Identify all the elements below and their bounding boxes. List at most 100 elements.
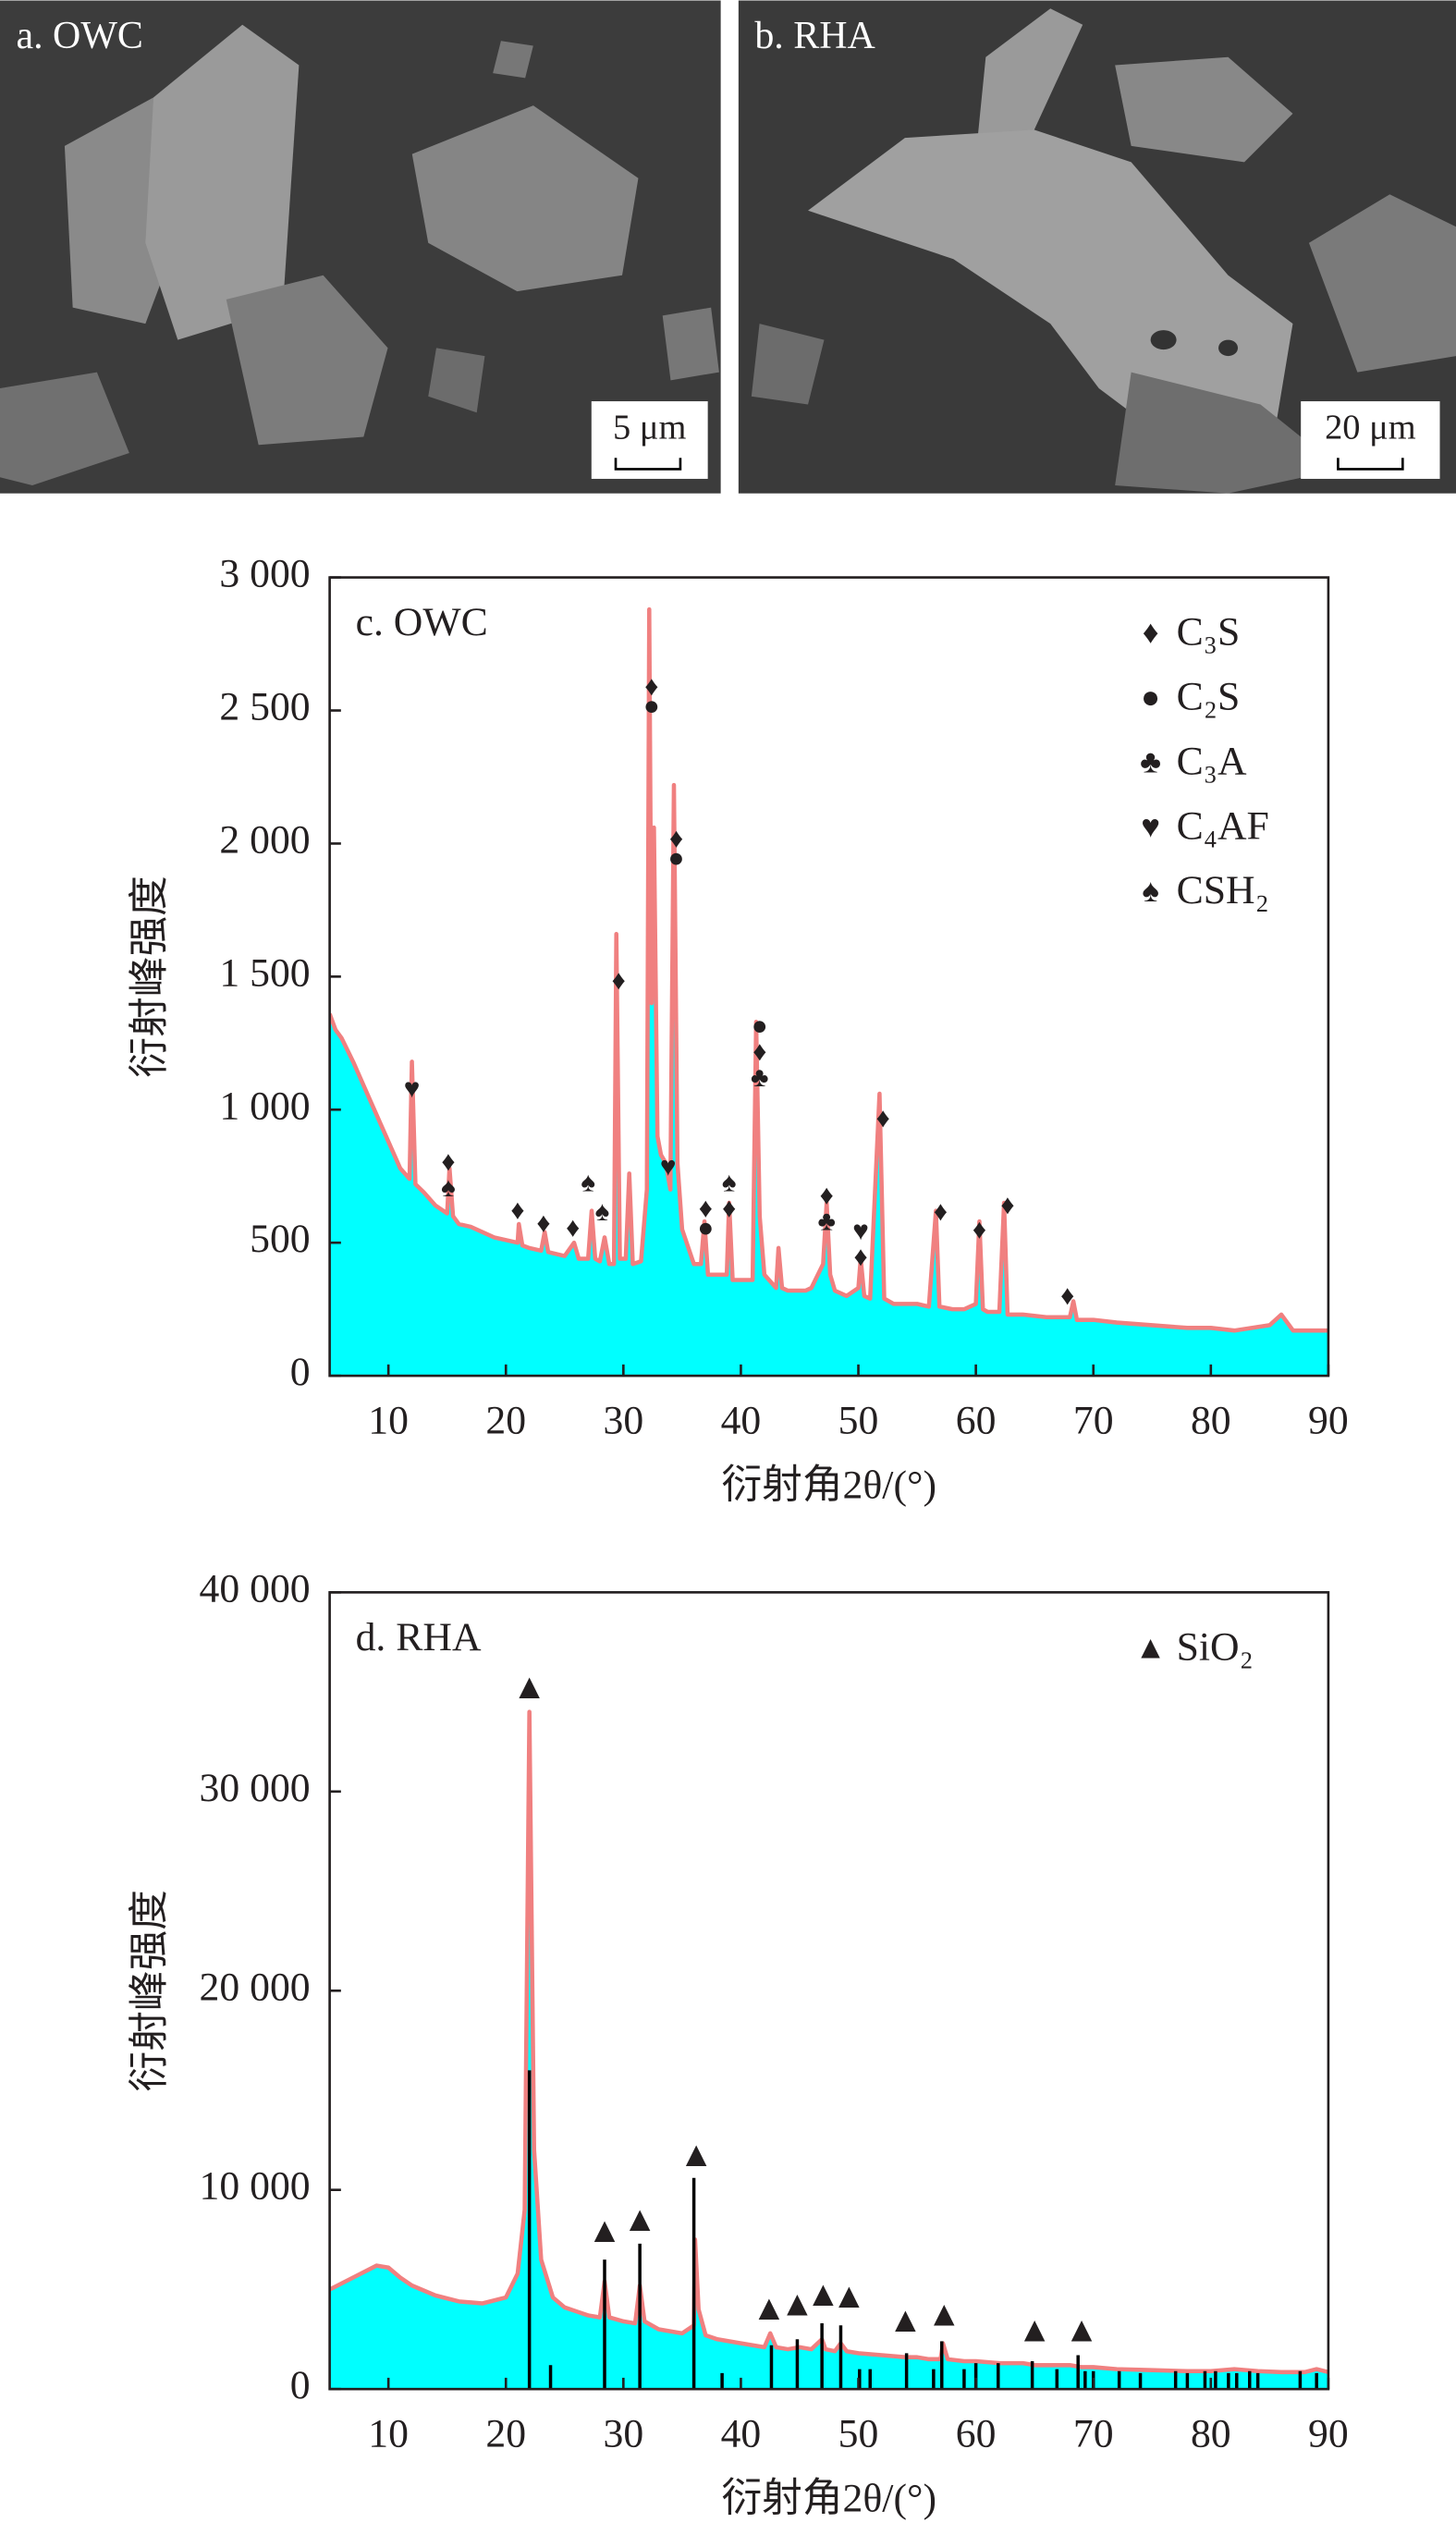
legend-symbol: ▲ [1134,1629,1167,1665]
area-fill [329,1711,1328,2390]
peak-marker: ♥ [660,1152,677,1182]
legend-label: CSH₂ [1177,868,1269,912]
x-tick-label: 90 [1308,1399,1349,1443]
peak-marker: ♣ [817,1207,836,1237]
peak-marker: ♦ [752,1037,766,1067]
line [329,606,1328,1333]
y-tick-label: 40 000 [199,1566,310,1610]
plot-area [329,606,1328,1377]
peak-marker: ▲ [779,2285,814,2324]
scale-bar-box [591,401,708,479]
peak-marker: ▲ [887,2301,923,2340]
x-tick-label: 50 [838,2412,879,2456]
x-tick-label: 10 [368,2412,409,2456]
image-label: a. OWC [16,15,142,57]
x-axis-title: 衍射角2θ/(°) [721,2477,936,2521]
x-tick-label: 90 [1308,2412,1349,2456]
y-tick-label: 20 000 [199,1965,310,2009]
peak-marker: ♠ [441,1173,456,1203]
peak-marker: ♦ [820,1182,834,1211]
y-tick-label: 10 000 [199,2164,310,2209]
y-tick-label: 0 [290,2363,311,2407]
legend-symbol: ● [1141,679,1160,715]
peak-marker: ▲ [1064,2311,1099,2350]
x-tick-label: 30 [603,1399,643,1443]
x-tick-label: 10 [368,1399,409,1443]
peak-marker: ♦ [536,1208,550,1238]
y-tick-label: 30 000 [199,1766,310,1810]
peak-marker: ▲ [926,2295,961,2333]
peak-marker: ♣ [751,1063,769,1093]
peak-marker: ▲ [512,1668,547,1707]
x-tick-label: 70 [1073,2412,1114,2456]
peak-marker: ♦ [699,1194,713,1224]
peak-marker: ♦ [510,1195,524,1225]
x-tick-label: 20 [485,1399,526,1443]
area-fill [329,609,1328,1377]
peak-marker: ♥ [852,1217,869,1246]
peak-marker: ♦ [644,672,658,702]
sem-image-a [0,0,721,494]
y-tick-label: 0 [290,1350,311,1394]
peak-marker: ♠ [722,1169,737,1198]
x-tick-label: 80 [1191,2412,1231,2456]
panel-label: d. RHA [356,1615,482,1659]
y-tick-label: 2 000 [219,817,310,862]
y-tick-label: 1 000 [219,1084,310,1128]
peak-marker: ▲ [805,2275,840,2314]
legend-symbol: ♣ [1140,743,1161,779]
panel-label: c. OWC [356,600,488,644]
y-axis-title: 衍射峰强度 [128,876,172,1077]
peak-marker: ♦ [876,1104,890,1133]
peak-marker: ♦ [973,1215,986,1244]
legend-symbol: ♦ [1143,615,1159,651]
peak-marker: ♦ [441,1147,455,1177]
peak-marker: ♠ [595,1197,610,1227]
peak-marker: ♦ [1060,1281,1074,1311]
peak-marker: ▲ [587,2211,622,2250]
peak-marker: ♦ [934,1197,948,1227]
scale-bar-label: 20 μm [1325,408,1416,447]
peak-marker: ♦ [853,1243,867,1272]
scale-bar [1337,458,1404,471]
x-tick-label: 60 [956,2412,997,2456]
line [329,1709,1328,2375]
x-tick-label: 50 [838,1399,879,1443]
peak-marker: ▲ [831,2277,866,2316]
scale-bar [614,458,682,471]
peak-marker: ● [643,692,660,721]
peak-marker: ♦ [1000,1191,1014,1220]
legend-label: SiO₂ [1177,1624,1254,1669]
image-label: b. RHA [754,15,875,57]
x-tick-label: 40 [721,1399,762,1443]
x-tick-label: 70 [1073,1399,1114,1443]
plot-area [329,1709,1328,2390]
x-tick-label: 20 [485,2412,526,2456]
peak-marker: ♦ [722,1194,736,1224]
y-tick-label: 1 500 [219,950,310,995]
peak-marker: ♦ [669,824,683,853]
legend-symbol: ♠ [1142,873,1159,909]
y-tick-label: 500 [250,1217,311,1261]
scale-bar-box [1301,401,1440,479]
x-tick-label: 30 [603,2412,643,2456]
peak-marker: ▲ [679,2136,714,2174]
x-tick-label: 60 [956,1399,997,1443]
peak-marker: ♦ [566,1213,580,1243]
legend-label: C₃S [1177,610,1241,655]
peak-marker: ● [752,1011,768,1041]
legend-label: C₂S [1177,674,1241,718]
peak-marker: ▲ [622,2200,657,2239]
legend-label: C₃A [1177,739,1247,783]
peak-marker: ▲ [752,2289,787,2328]
peak-marker: ♠ [581,1169,595,1198]
y-axis-title: 衍射峰强度 [128,1890,172,2091]
plot-frame [328,1591,1330,2391]
peak-marker: ● [668,843,685,873]
y-tick-label: 2 500 [219,685,310,729]
x-tick-label: 80 [1191,1399,1231,1443]
x-tick-label: 40 [721,2412,762,2456]
scale-bar-label: 5 μm [613,408,686,447]
legend-symbol: ♥ [1141,808,1160,844]
